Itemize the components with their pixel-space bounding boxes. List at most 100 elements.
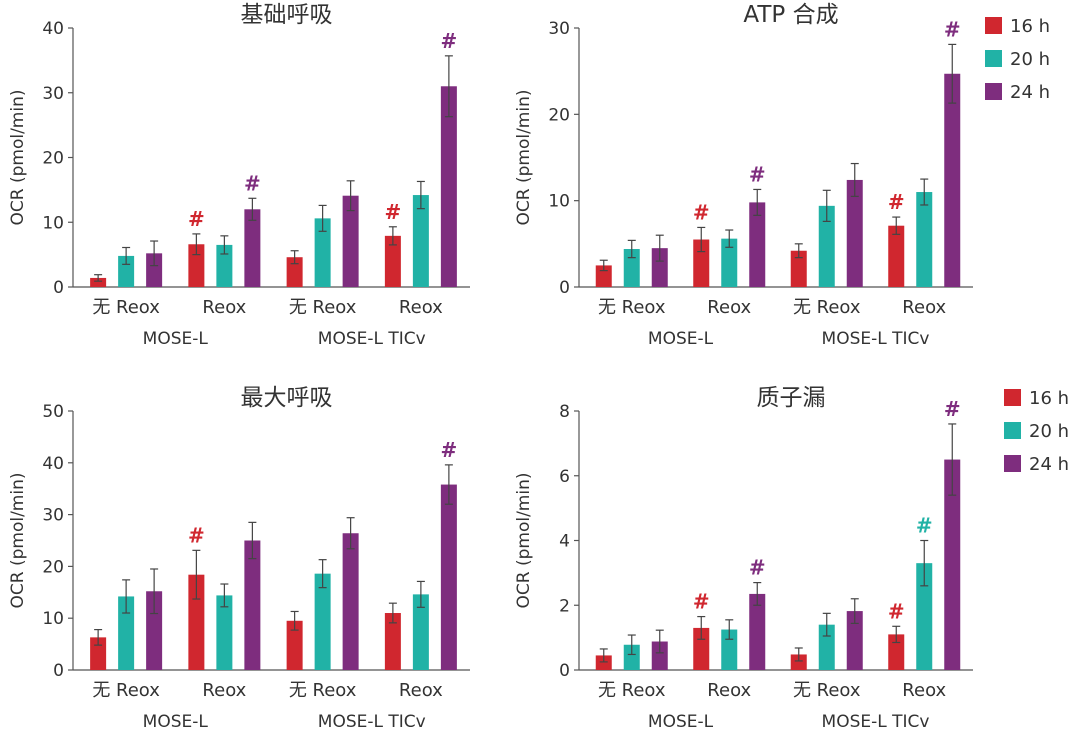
bar (118, 255, 135, 287)
x-group-label: MOSE-L (648, 329, 714, 349)
significance-mark: # (384, 200, 401, 224)
significance-mark: # (188, 523, 205, 547)
x-group-label: MOSE-L (648, 712, 714, 732)
bar (286, 620, 303, 670)
y-tick-label: 30 (42, 506, 64, 526)
x-category-label: 无 Reox (598, 297, 666, 318)
x-category-label: Reox (707, 680, 751, 701)
bar (944, 459, 961, 670)
bar (790, 250, 807, 287)
bar (888, 225, 905, 287)
bar (216, 244, 233, 287)
bar (440, 484, 457, 670)
bar (286, 257, 303, 287)
chart-panel-2: ATP 合成 0 10 20 30 OCR (pmol/min) 无 Reox Reox 无 R… (514, 2, 973, 349)
y-tick-label: 2 (559, 596, 570, 616)
x-group-label: MOSE-L (143, 329, 209, 349)
chart-panel-1: 基础呼吸 0 10 20 30 40 OCR (pmol/min) 无 Reox Reox 无 R… (8, 2, 470, 349)
bar (818, 205, 835, 287)
legend-label: 16 h (1010, 16, 1050, 37)
significance-mark: # (693, 200, 710, 224)
legend-swatch (1004, 389, 1021, 406)
significance-mark: # (693, 590, 710, 614)
significance-mark: # (916, 514, 933, 538)
bar (846, 179, 863, 287)
bar (944, 73, 961, 287)
x-category-label: Reox (399, 297, 443, 318)
significance-mark: # (888, 190, 905, 214)
y-tick-label: 10 (42, 609, 64, 629)
bar (244, 209, 261, 287)
bar (146, 253, 163, 287)
x-group-label: MOSE-L TICv (318, 329, 426, 349)
bar (412, 195, 429, 287)
y-tick-label: 10 (42, 213, 64, 233)
y-axis-label: OCR (pmol/min) (8, 90, 28, 226)
x-group-label: MOSE-L TICv (822, 329, 930, 349)
x-category-label: Reox (902, 297, 946, 318)
bar (916, 192, 933, 287)
x-group-label: MOSE-L TICv (822, 712, 930, 732)
y-tick-label: 6 (559, 467, 570, 487)
bar (146, 591, 163, 670)
chart-title: ATP 合成 (743, 2, 838, 28)
legend-swatch (985, 50, 1002, 67)
x-category-label: 无 Reox (598, 680, 666, 701)
x-category-label: 无 Reox (793, 680, 861, 701)
bar (749, 202, 766, 287)
x-category-label: 无 Reox (92, 680, 160, 701)
significance-mark: # (244, 171, 261, 195)
legend-1: 16 h 20 h 24 h (985, 16, 1050, 103)
y-tick-label: 4 (559, 532, 570, 552)
legend-swatch (1004, 455, 1021, 472)
x-category-label: Reox (399, 680, 443, 701)
y-tick-label: 0 (559, 661, 570, 681)
bar (342, 533, 359, 670)
bar (651, 641, 668, 670)
chart-title: 基础呼吸 (241, 2, 333, 28)
y-axis-label: OCR (pmol/min) (514, 90, 534, 226)
bar (314, 218, 331, 287)
x-category-label: Reox (202, 680, 246, 701)
bar (623, 249, 640, 287)
y-tick-label: 40 (42, 19, 64, 39)
legend-swatch (1004, 422, 1021, 439)
bar (749, 593, 766, 670)
bar (118, 596, 135, 670)
legend-swatch (985, 83, 1002, 100)
y-tick-label: 10 (548, 192, 570, 212)
chart-title: 最大呼吸 (241, 385, 333, 411)
significance-mark: # (749, 556, 766, 580)
bar (846, 611, 863, 670)
significance-mark: # (888, 599, 905, 623)
x-category-label: 无 Reox (793, 297, 861, 318)
significance-mark: # (944, 17, 961, 41)
legend-label: 16 h (1029, 388, 1069, 409)
y-axis-label: OCR (pmol/min) (8, 473, 28, 609)
bar (623, 644, 640, 670)
y-tick-label: 30 (548, 19, 570, 39)
y-tick-label: 50 (42, 402, 64, 422)
legend-swatch (985, 17, 1002, 34)
legend-label: 24 h (1029, 454, 1069, 475)
y-tick-label: 0 (53, 661, 64, 681)
bar (412, 594, 429, 670)
bar (916, 563, 933, 670)
x-category-label: 无 Reox (289, 297, 357, 318)
y-tick-label: 8 (559, 402, 570, 422)
x-group-label: MOSE-L (143, 712, 209, 732)
legend-label: 20 h (1010, 49, 1050, 70)
bar (384, 613, 401, 670)
y-tick-label: 0 (559, 278, 570, 298)
y-tick-label: 0 (53, 278, 64, 298)
y-tick-label: 20 (42, 557, 64, 577)
bar (244, 540, 261, 670)
legends: 16 h 20 h 24 h 16 h 20 h 24 h (985, 16, 1069, 475)
y-tick-label: 40 (42, 454, 64, 474)
x-category-label: Reox (202, 297, 246, 318)
chart-title: 质子漏 (757, 385, 826, 411)
legend-label: 24 h (1010, 82, 1050, 103)
x-category-label: 无 Reox (289, 680, 357, 701)
